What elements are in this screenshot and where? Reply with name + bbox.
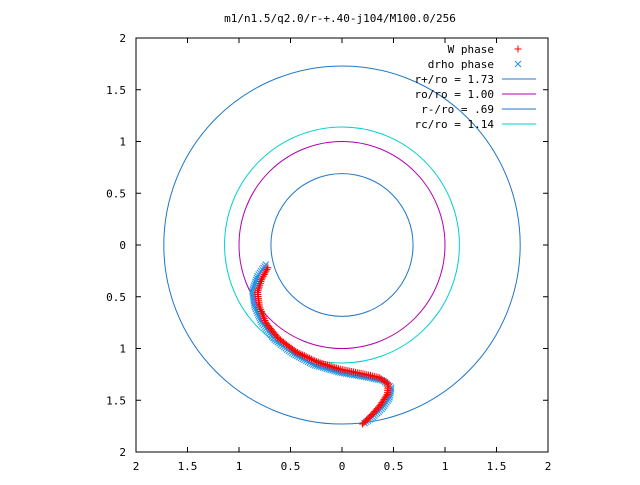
legend-label-0: W phase [448, 43, 494, 56]
x-tick-label-2: 1 [236, 460, 243, 473]
y-tick-label-8: 2 [119, 32, 126, 45]
w-phase-point-59 [304, 353, 312, 361]
legend-marker-0 [514, 45, 522, 53]
w-phase-point-54 [295, 349, 303, 357]
w-phase-point-64 [313, 358, 321, 366]
w-phase-point-62 [309, 356, 317, 364]
w-phase-point-75 [333, 364, 341, 372]
drho-phase-point-107 [387, 386, 395, 393]
legend-label-3: ro/ro = 1.00 [415, 88, 494, 101]
x-tick-label-4: 0 [339, 460, 346, 473]
w-phase-point-29 [261, 316, 269, 324]
w-phase-point-129 [359, 420, 367, 428]
y-tick-label-7: 1.5 [106, 84, 126, 97]
legend-label-1: drho phase [428, 58, 494, 71]
w-phase-point-97 [374, 373, 382, 381]
w-phase-point-61 [307, 355, 315, 363]
legend-marker-1 [514, 60, 522, 68]
legend-label-4: r-/ro = .69 [421, 103, 494, 116]
legend-label-2: r+/ro = 1.73 [415, 73, 494, 86]
w-phase-point-28 [260, 315, 268, 323]
y-tick-label-4: 0 [119, 239, 126, 252]
w-phase-point-10 [256, 281, 264, 289]
x-tick-label-3: 0.5 [281, 460, 301, 473]
reference-circle-0 [163, 65, 521, 425]
reference-circle-2 [270, 173, 414, 317]
w-phase-point-66 [316, 359, 324, 367]
drho-phase-point-108 [387, 388, 395, 395]
w-phase-point-27 [259, 313, 267, 321]
y-tick-label-6: 1 [119, 136, 126, 149]
chart-title: m1/n1.5/q2.0/r-+.40-j104/M100.0/256 [224, 12, 456, 25]
w-phase-point-72 [327, 362, 335, 370]
w-phase-point-60 [306, 354, 314, 362]
drho-phase-point-13 [250, 284, 257, 291]
w-phase-point-69 [322, 361, 330, 369]
w-phase-point-6 [258, 274, 266, 282]
w-phase-point-67 [318, 359, 326, 367]
w-phase-point-53 [293, 348, 301, 356]
w-phase-point-73 [329, 363, 337, 371]
w-phase-point-52 [292, 348, 300, 356]
phase-points [249, 261, 395, 428]
drho-phase-point-12 [250, 282, 258, 289]
x-tick-label-8: 2 [545, 460, 552, 473]
w-phase-point-57 [300, 352, 308, 360]
drho-phase-point-23 [251, 303, 259, 311]
w-phase-point-128 [360, 419, 368, 427]
w-phase-point-24 [257, 307, 265, 315]
w-phase-point-63 [311, 357, 319, 365]
y-tick-label-3: 0.5 [106, 291, 126, 304]
x-tick-label-5: 0.5 [384, 460, 404, 473]
drho-phase-point-21 [250, 299, 258, 307]
w-phase-point-70 [324, 361, 332, 369]
w-phase-point-71 [325, 362, 333, 370]
x-tick-label-0: 2 [133, 460, 140, 473]
axes: 2 1.5 1 0.5 0 0.5 1 1.5 221.510.500.511.52 [106, 32, 551, 473]
w-phase-point-22 [256, 304, 264, 312]
drho-phase-point-22 [250, 301, 258, 309]
y-tick-label-0: 2 [119, 446, 126, 459]
legend-label-5: rc/ro = 1.14 [415, 118, 495, 131]
drho-phase-point-24 [252, 305, 260, 313]
x-tick-label-7: 1.5 [487, 460, 507, 473]
w-phase-point-56 [299, 351, 307, 359]
reference-circle-1 [238, 141, 446, 349]
w-phase-point-26 [259, 311, 267, 319]
reference-circles [163, 65, 521, 425]
y-tick-label-2: 1 [119, 343, 126, 356]
x-tick-label-1: 1.5 [178, 460, 198, 473]
reference-circle-3 [224, 126, 460, 364]
w-phase-point-12 [255, 285, 263, 293]
w-phase-point-23 [257, 306, 265, 314]
w-phase-point-5 [259, 272, 267, 280]
legend: W phase drho phase r+/ro = 1.73 ro/ro = 1.0… [415, 43, 536, 131]
w-phase-point-58 [302, 353, 310, 361]
w-phase-point-25 [258, 309, 266, 317]
y-tick-label-5: 0.5 [106, 187, 126, 200]
w-phase-point-68 [320, 360, 328, 368]
x-tick-label-6: 1 [442, 460, 449, 473]
w-phase-point-55 [297, 350, 305, 358]
y-tick-label-1: 1.5 [106, 394, 126, 407]
w-phase-point-11 [255, 283, 263, 291]
